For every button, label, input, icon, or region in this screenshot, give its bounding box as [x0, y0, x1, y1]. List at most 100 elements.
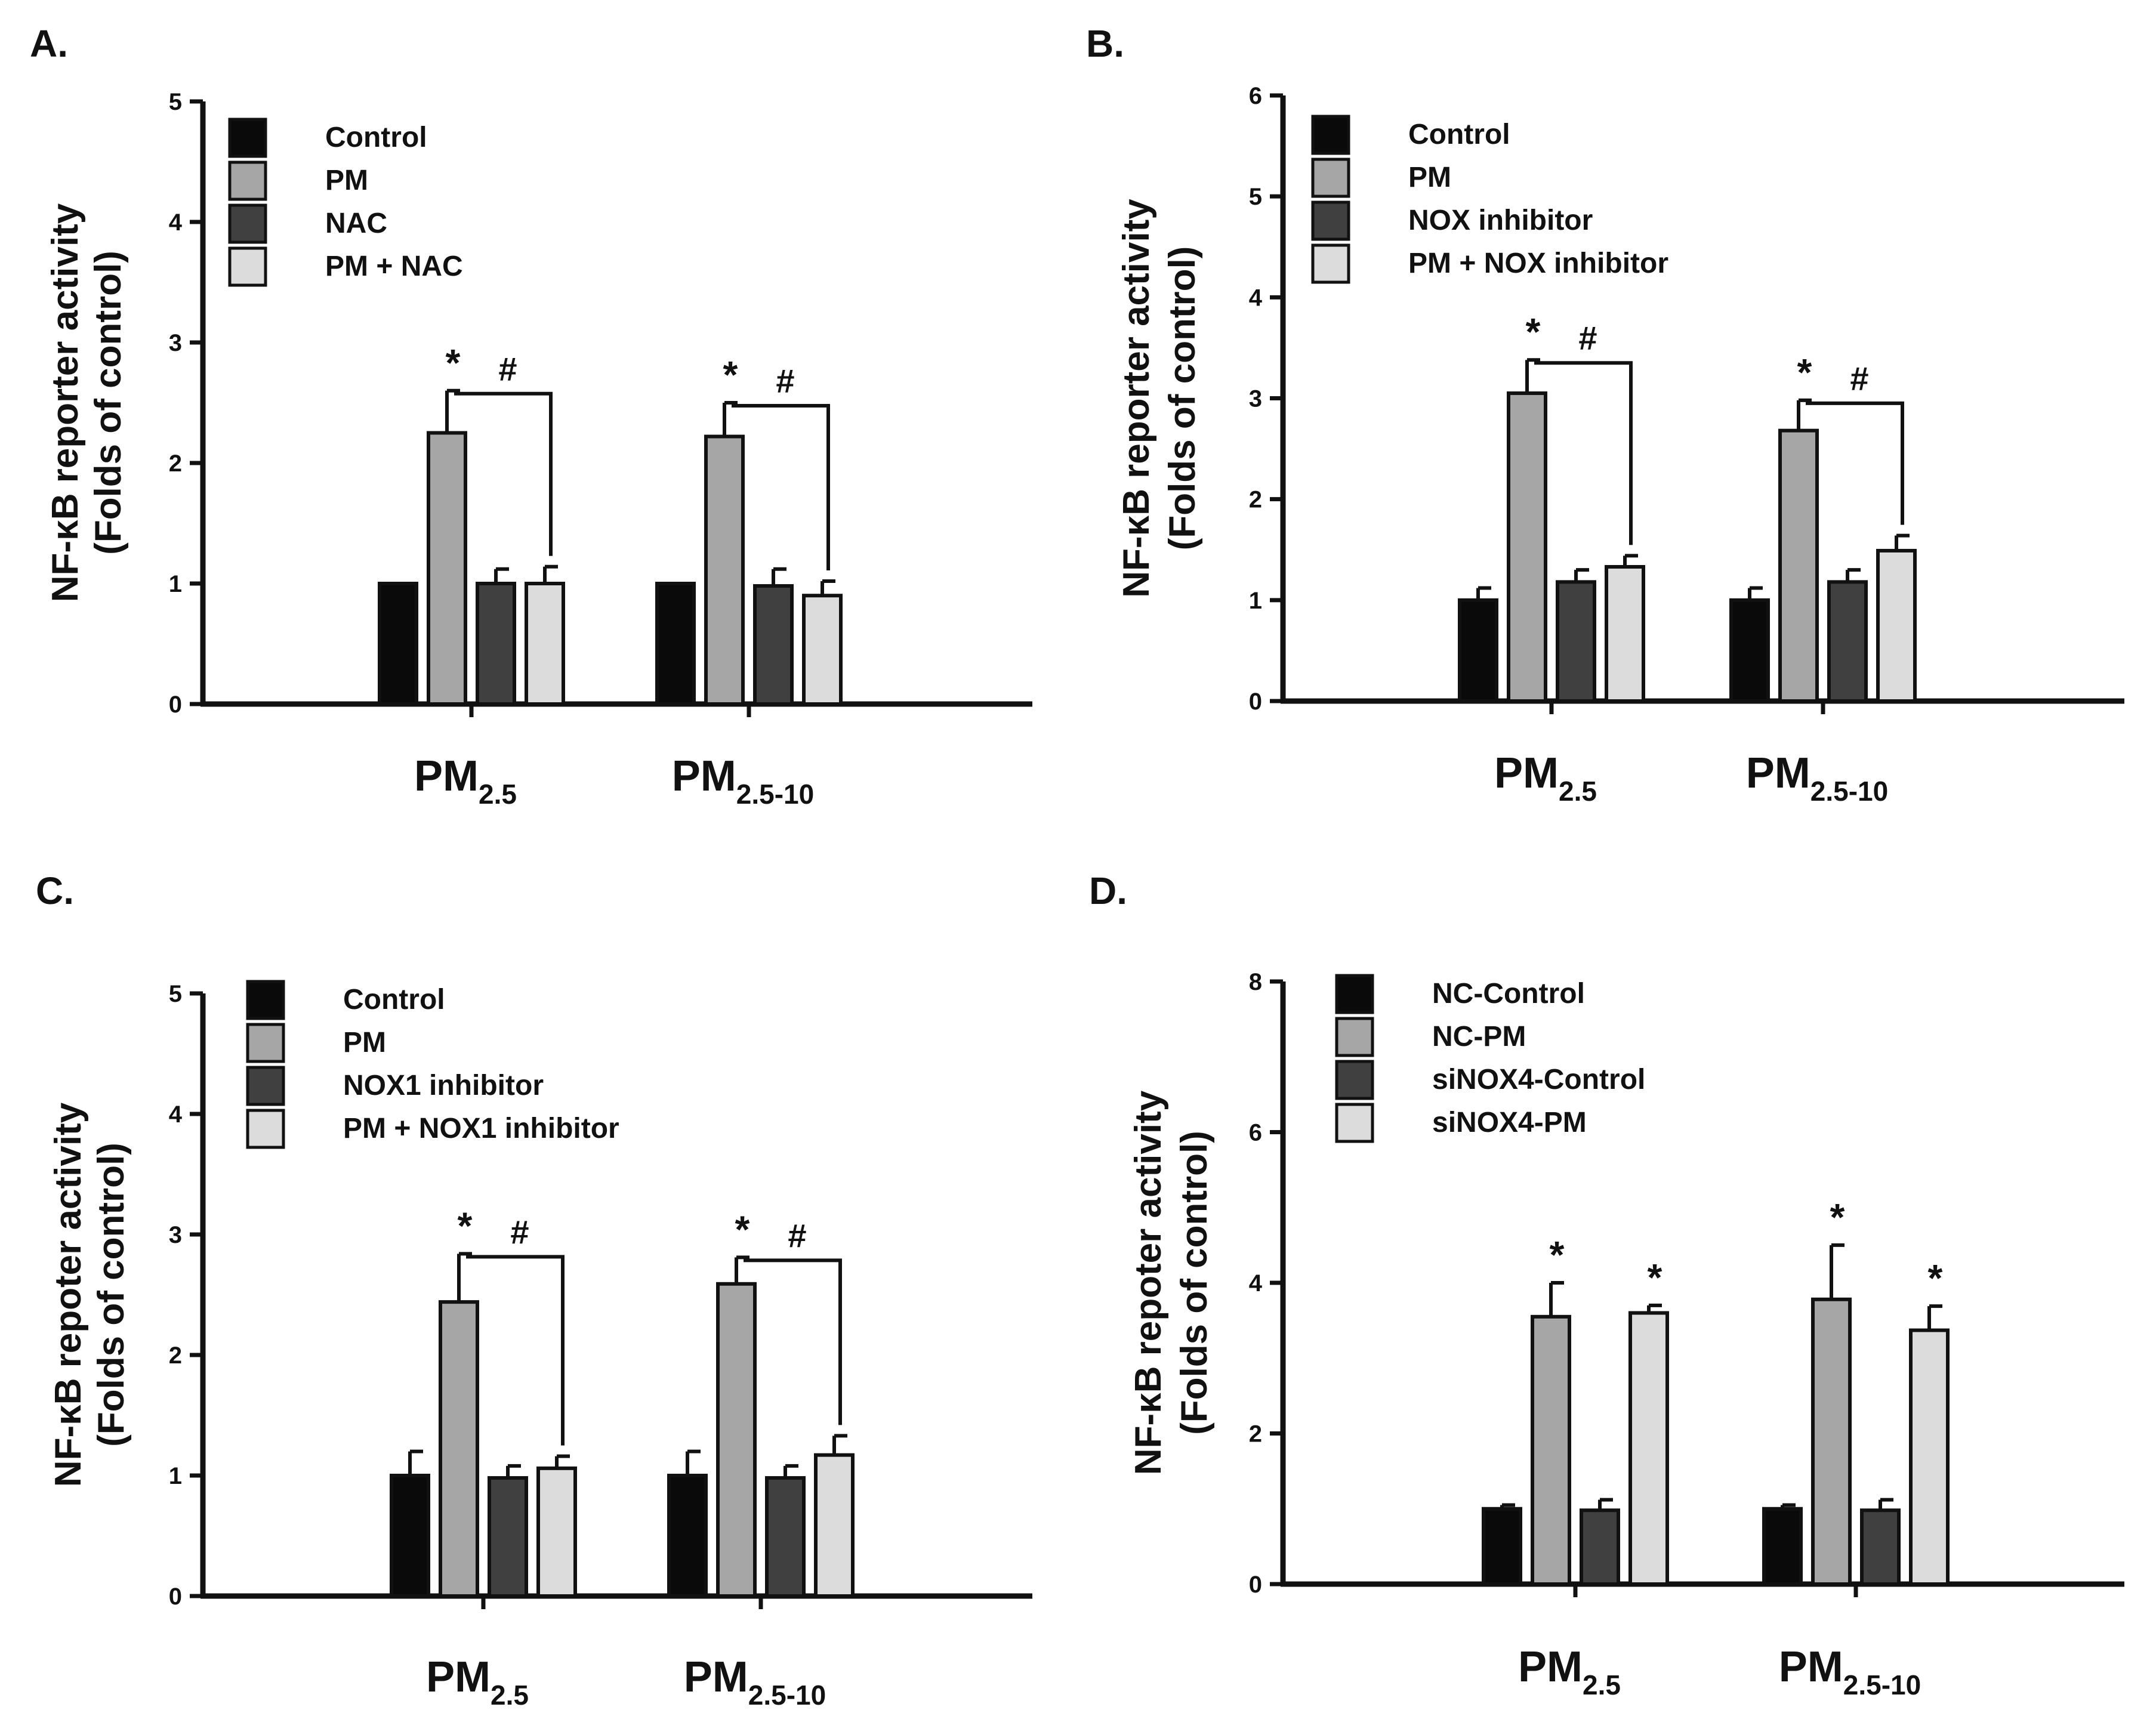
significance-star: *	[1550, 1233, 1565, 1276]
significance-star: *	[1526, 310, 1541, 353]
panel-label: A.	[30, 22, 68, 65]
legend-swatch	[228, 160, 267, 201]
x-category-main: PM	[1494, 749, 1559, 797]
y-axis-label: (Folds of control)	[1174, 1131, 1215, 1435]
bar	[1778, 428, 1819, 703]
x-category-subscript: 2.5	[1583, 1669, 1621, 1700]
legend-label: NOX1 inhibitor	[343, 1070, 544, 1101]
significance-star: *	[1830, 1196, 1845, 1239]
bar	[1531, 1314, 1571, 1586]
x-category-label: PM2.5-10	[684, 1653, 826, 1710]
chart-panel-d: D. NF-κB repoter activity (Folds of contro…	[1089, 869, 2124, 1700]
significance-bracket	[1534, 361, 1633, 545]
legend-label: Control	[325, 122, 427, 153]
significance-bracket	[744, 1258, 842, 1425]
panel-label: C.	[36, 869, 74, 912]
y-tick-label: 1	[169, 1463, 182, 1489]
significance-star: *	[446, 341, 461, 384]
x-category-label: PM2.5-10	[1779, 1643, 1921, 1700]
legend-swatch	[1335, 974, 1374, 1014]
bar	[1628, 1311, 1669, 1586]
y-tick-label: 2	[169, 1342, 182, 1369]
x-category-label: PM2.5	[414, 752, 517, 810]
y-tick-label: 2	[1249, 1421, 1262, 1447]
legend-swatch	[1335, 1103, 1374, 1143]
legend-label: Control	[343, 984, 445, 1015]
significance-hash: #	[498, 350, 517, 388]
significance-hash: #	[1578, 319, 1597, 357]
y-tick-label: 4	[1249, 285, 1263, 311]
y-tick-label: 0	[169, 1584, 182, 1610]
significance-bracket	[466, 1255, 565, 1446]
legend-swatch	[1311, 200, 1350, 241]
significance-hash: #	[1850, 360, 1868, 397]
significance-hash: #	[788, 1217, 806, 1254]
bar	[1876, 548, 1917, 703]
legend-label: PM + NOX1 inhibitor	[343, 1113, 619, 1144]
panel-label: B.	[1086, 22, 1124, 65]
y-tick-label: 1	[1249, 588, 1262, 614]
legend-label: PM	[1408, 162, 1451, 193]
x-category-label: PM2.5	[1518, 1643, 1621, 1700]
legend-label: siNOX4-Control	[1432, 1064, 1645, 1095]
y-tick-label: 5	[169, 89, 182, 115]
y-tick-label: 3	[169, 1222, 182, 1248]
y-tick-label: 6	[1249, 83, 1262, 109]
bar	[1482, 1507, 1522, 1586]
bar	[525, 582, 565, 706]
y-axis-label: NF-κB repoter activity	[1128, 1090, 1169, 1475]
y-axis-label: NF-κB repoter activity	[48, 1102, 89, 1487]
significance-star: *	[1928, 1257, 1943, 1300]
legend-swatch	[228, 203, 267, 244]
y-tick-label: 0	[169, 692, 182, 718]
y-tick-label: 2	[1249, 487, 1262, 513]
y-axis-label: (Folds of control)	[91, 1143, 132, 1447]
x-category-label: PM2.5-10	[672, 752, 814, 810]
legend-label: PM	[325, 165, 368, 196]
x-category-main: PM	[684, 1653, 748, 1701]
panel-label: D.	[1089, 869, 1127, 912]
legend-swatch	[1311, 158, 1350, 198]
x-category-main: PM	[672, 752, 736, 800]
legend-swatch	[1311, 115, 1350, 155]
y-tick-label: 5	[169, 981, 182, 1007]
bar	[427, 431, 467, 706]
bar	[476, 582, 516, 706]
bar	[667, 1474, 708, 1598]
significance-bracket	[454, 391, 553, 556]
y-axis-label: (Folds of control)	[88, 251, 129, 555]
legend-swatch	[246, 1109, 285, 1149]
legend-label: Control	[1408, 119, 1510, 150]
x-category-label: PM2.5	[1494, 749, 1597, 807]
bar	[814, 1453, 855, 1598]
bar	[753, 584, 794, 706]
y-tick-label: 5	[1249, 184, 1262, 210]
significance-bracket	[1806, 401, 1904, 525]
y-tick-label: 1	[169, 571, 182, 597]
legend-swatch	[228, 246, 267, 287]
chart-panel-b: B. NF-κB reporter activity (Folds of contr…	[1086, 22, 2124, 807]
chart-panel-a: A. NF-κB reporter activity (Folds of contr…	[30, 22, 1032, 810]
x-category-subscript: 2.5	[1559, 776, 1597, 807]
significance-star: *	[1797, 351, 1812, 394]
x-category-label: PM2.5-10	[1746, 749, 1888, 807]
legend-swatch	[246, 1023, 285, 1063]
bar	[802, 594, 843, 706]
bar	[1729, 598, 1770, 703]
bar	[488, 1476, 528, 1598]
x-category-main: PM	[1746, 749, 1810, 797]
significance-hash: #	[510, 1213, 529, 1251]
legend-swatch	[1335, 1017, 1374, 1057]
bar	[378, 582, 418, 706]
legend-swatch	[1311, 243, 1350, 284]
x-category-main: PM	[414, 752, 479, 800]
x-category-subscript: 2.5-10	[1810, 776, 1888, 807]
chart-panel-c: C. NF-κB repoter activity (Folds of contro…	[36, 869, 1032, 1710]
x-category-subscript: 2.5	[491, 1680, 529, 1710]
x-category-label: PM2.5	[426, 1653, 529, 1710]
x-category-subscript: 2.5-10	[1843, 1669, 1921, 1700]
y-tick-label: 8	[1249, 969, 1262, 995]
legend-swatch	[1335, 1060, 1374, 1100]
x-category-subscript: 2.5	[479, 779, 517, 810]
